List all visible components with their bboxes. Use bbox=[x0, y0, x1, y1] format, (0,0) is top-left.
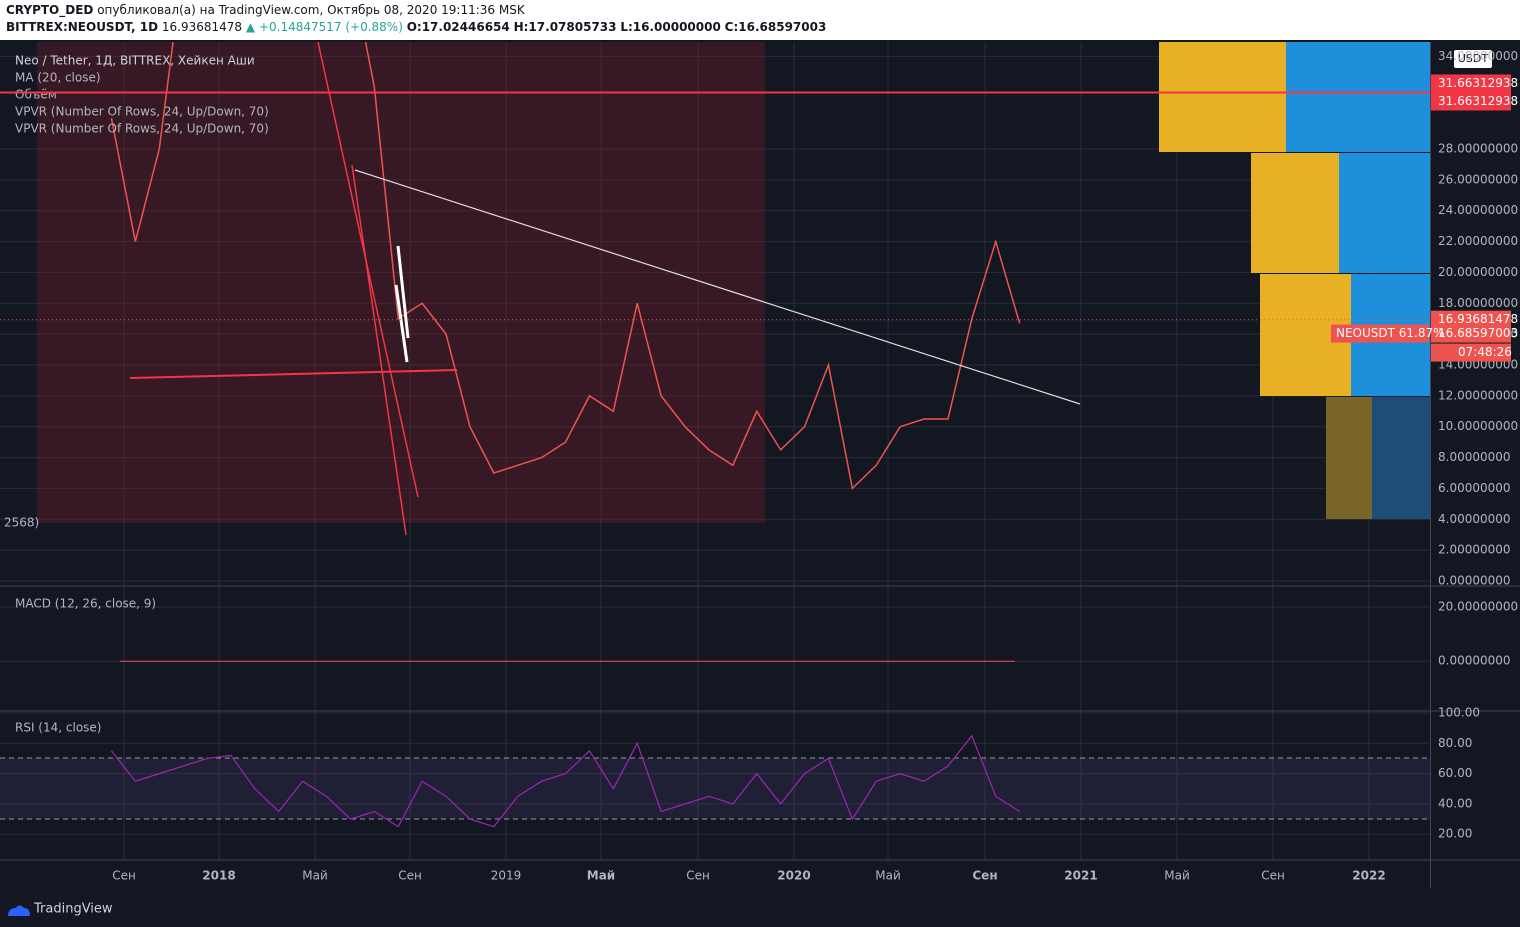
price-tag-label: 31.66312938 bbox=[1438, 76, 1518, 90]
symbol: BITTREX:NEOUSDT, 1D bbox=[6, 20, 159, 34]
price-tag bbox=[1431, 74, 1511, 93]
y-tick-label: 26.00000000 bbox=[1438, 172, 1518, 186]
x-tick-label: Май bbox=[587, 869, 615, 883]
author: CRYPTO_DED bbox=[6, 3, 94, 17]
y-tick-label: 12.00000000 bbox=[1438, 388, 1518, 402]
y-tick-label: 0.00000000 bbox=[1438, 654, 1511, 668]
x-tick-label: Сен bbox=[112, 869, 136, 883]
legend-item: Объём bbox=[15, 88, 57, 102]
price-tag bbox=[1431, 92, 1511, 111]
vp-down bbox=[1372, 397, 1430, 519]
support-line bbox=[129, 369, 458, 379]
y-tick-label: 2.00000000 bbox=[1438, 543, 1511, 557]
y-tick-label: 40.00 bbox=[1438, 796, 1472, 810]
countdown-tag bbox=[1431, 343, 1511, 362]
low: L:16.00000000 bbox=[620, 20, 721, 34]
y-tick-label: 80.00 bbox=[1438, 736, 1472, 750]
price-tag-label: 31.66312938 bbox=[1438, 94, 1518, 108]
y-tick-label: 100.00 bbox=[1438, 706, 1480, 720]
x-tick-label: Сен bbox=[972, 869, 997, 883]
vp-down bbox=[1339, 153, 1430, 273]
footer-text: TradingView bbox=[33, 902, 113, 917]
footer bbox=[0, 889, 1520, 927]
macd-title: MACD (12, 26, close, 9) bbox=[15, 597, 156, 611]
unit-box bbox=[1454, 50, 1492, 68]
y-tick-label: 8.00000000 bbox=[1438, 450, 1511, 464]
price-tag-label: 16.68597003 bbox=[1438, 326, 1518, 340]
unit: USDT bbox=[1458, 52, 1489, 65]
left-edge-label: 2568) bbox=[4, 516, 39, 530]
y-tick-label: 20.00000000 bbox=[1438, 265, 1518, 279]
y-tick-label: 6.00000000 bbox=[1438, 481, 1511, 495]
x-tick-label: 2018 bbox=[202, 869, 235, 883]
x-tick-label: Сен bbox=[686, 869, 710, 883]
marker-line bbox=[394, 284, 409, 363]
high: H:17.07805733 bbox=[513, 20, 617, 34]
rsi-pane bbox=[110, 734, 1020, 828]
legend-item: Neo / Tether, 1Д, BITTREX, Хейкен Аши bbox=[15, 54, 255, 68]
y-tick-label: 20.00000000 bbox=[1438, 599, 1518, 613]
rsi-title: RSI (14, close) bbox=[15, 721, 101, 735]
y-tick-label: 0.00000000 bbox=[1438, 574, 1511, 588]
legend-item: MA (20, close) bbox=[15, 71, 101, 85]
symbol-tag-label: NEOUSDT 61.87% bbox=[1336, 326, 1445, 340]
logo bbox=[8, 905, 30, 916]
vpvr bbox=[1159, 42, 1430, 519]
y-tick-label: 28.00000000 bbox=[1438, 142, 1518, 156]
publish-line: CRYPTO_DED опубликовал(а) на TradingView… bbox=[0, 0, 1520, 17]
y-tick-label: 18.00000000 bbox=[1438, 296, 1518, 310]
price-tag bbox=[1431, 324, 1511, 343]
published: опубликовал(а) на TradingView.com, Октяб… bbox=[97, 3, 525, 17]
y-tick-label: 34.00000000 bbox=[1438, 49, 1518, 63]
header: CRYPTO_DED опубликовал(а) на TradingView… bbox=[0, 0, 1520, 40]
vp-up bbox=[1159, 42, 1286, 152]
symbol-line: BITTREX:NEOUSDT, 1D 16.93681478 ▲ +0.148… bbox=[0, 17, 1520, 34]
x-tick-label: Май bbox=[1164, 869, 1190, 883]
rsi-band bbox=[0, 758, 1430, 819]
symbol-tag bbox=[1331, 324, 1429, 343]
y-tick-label: 10.00000000 bbox=[1438, 419, 1518, 433]
close: C:16.68597003 bbox=[724, 20, 827, 34]
x-tick-label: 2020 bbox=[777, 869, 810, 883]
drawn-line bbox=[351, 164, 407, 536]
x-tick-label: 2021 bbox=[1064, 869, 1097, 883]
x-tick-label: 2022 bbox=[1352, 869, 1385, 883]
price-pane bbox=[110, 42, 1021, 490]
change: ▲ +0.14847517 (+0.88%) bbox=[245, 20, 403, 34]
vp-down bbox=[1286, 42, 1430, 152]
x-tick-label: Сен bbox=[398, 869, 422, 883]
y-tick-label: 20.00 bbox=[1438, 827, 1472, 841]
open: O:17.02446654 bbox=[406, 20, 510, 34]
legend: Neo / Tether, 1Д, BITTREX, Хейкен Аши MA … bbox=[15, 54, 269, 136]
price-tag bbox=[1431, 310, 1511, 329]
vp-up bbox=[1326, 397, 1372, 519]
x-tick-label: Май bbox=[302, 869, 328, 883]
last: 16.93681478 bbox=[161, 20, 243, 34]
y-tick-label: 24.00000000 bbox=[1438, 203, 1518, 217]
vp-up bbox=[1251, 153, 1339, 273]
x-tick-label: Сен bbox=[1261, 869, 1285, 883]
y-tick-label: 4.00000000 bbox=[1438, 512, 1511, 526]
marker-line bbox=[396, 245, 410, 339]
price-line bbox=[110, 42, 1021, 490]
y-tick-label: 60.00 bbox=[1438, 766, 1472, 780]
price-tag-label: 16.93681478 bbox=[1438, 312, 1518, 326]
trendline bbox=[354, 169, 1081, 405]
legend-item: VPVR (Number Of Rows, 24, Up/Down, 70) bbox=[15, 122, 269, 136]
legend-item: VPVR (Number Of Rows, 24, Up/Down, 70) bbox=[15, 105, 269, 119]
x-tick-label: 2019 bbox=[491, 869, 522, 883]
x-tick-label: Май bbox=[875, 869, 901, 883]
countdown: 07:48:26 bbox=[1458, 345, 1512, 359]
y-tick-label: 22.00000000 bbox=[1438, 234, 1518, 248]
rsi-line bbox=[110, 734, 1020, 828]
